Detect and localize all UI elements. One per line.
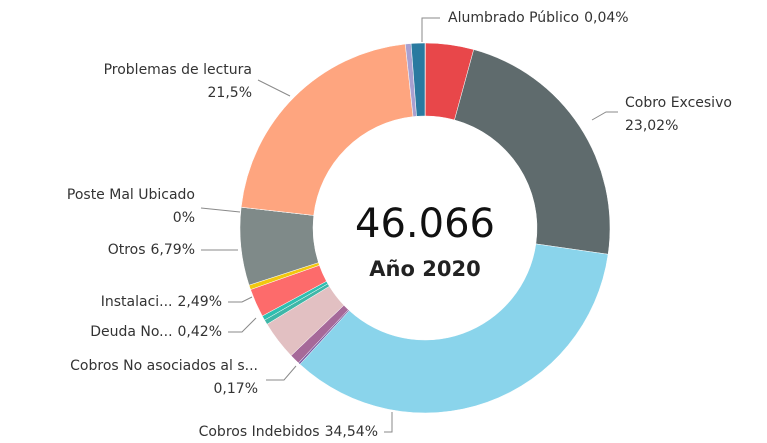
leader-line [384, 412, 393, 433]
slice-category: Cobros Indebidos [199, 424, 320, 440]
donut-slice [410, 42, 426, 117]
slice-value-label: 23,02% [625, 118, 678, 134]
leader-line [266, 365, 297, 381]
slice-value-label: 0,42% [178, 324, 222, 340]
center-value: 46.066 [355, 201, 495, 247]
leader-line [591, 111, 618, 121]
leader-line [200, 207, 241, 213]
slice-label: Cobros Indebidos 34,54% [199, 424, 378, 440]
leader-line [228, 317, 257, 333]
slice-label: Otros 6,79% [108, 242, 195, 258]
leader-line [257, 79, 291, 97]
slice-value-label: 0,17% [214, 381, 258, 397]
slice-label: Problemas de lectura [104, 62, 252, 78]
donut-slice [454, 49, 611, 255]
slice-value-label: 6,79% [151, 242, 195, 258]
slice-category: Instalaci... [101, 294, 173, 310]
slice-value-label: 21,5% [208, 85, 252, 101]
slice-category: Alumbrado Público [448, 10, 579, 26]
slice-value-label: 2,49% [178, 294, 222, 310]
leader-line [421, 17, 440, 42]
slice-label: Cobro Excesivo [625, 95, 732, 111]
donut-slice [299, 243, 609, 414]
slice-label: Alumbrado Público 0,04% [448, 10, 629, 26]
slice-label: Cobros No asociados al s... [70, 358, 258, 374]
slice-value-label: 0,04% [584, 10, 628, 26]
slice-label: Deuda No... 0,42% [90, 324, 222, 340]
center-subtitle: Año 2020 [369, 257, 480, 281]
slice-value-label: 34,54% [325, 424, 378, 440]
slice-label: Poste Mal Ubicado [67, 187, 195, 203]
slice-category: Otros [108, 242, 146, 258]
slice-label: Instalaci... 2,49% [101, 294, 222, 310]
donut-slice [240, 43, 414, 216]
slice-category: Deuda No... [90, 324, 172, 340]
slice-value-label: 0% [173, 210, 195, 226]
leader-line [228, 296, 253, 303]
